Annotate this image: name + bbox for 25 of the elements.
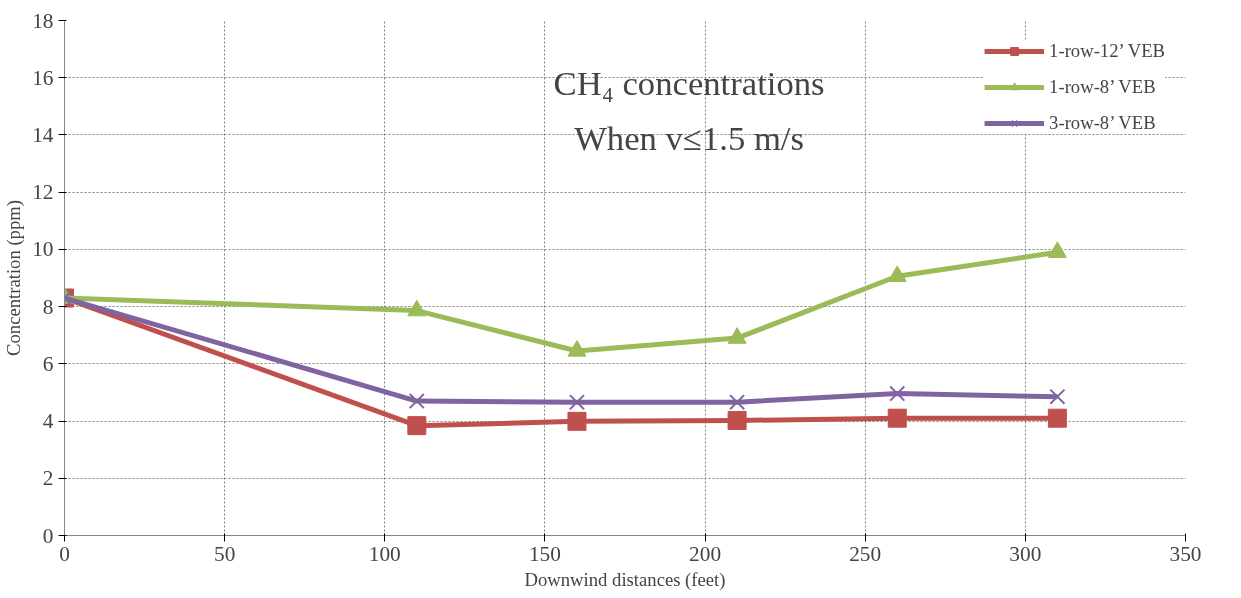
y-tick-label: 18: [32, 8, 54, 33]
x-tick-label: 50: [213, 541, 236, 566]
x-tick-label: 0: [59, 541, 70, 566]
x-tick-label: 300: [1009, 541, 1042, 566]
x-tick-label: 200: [689, 541, 722, 566]
y-tick-label: 14: [32, 122, 54, 147]
legend-label: 1-row-12’ VEB: [1049, 40, 1165, 62]
y-tick-label: 0: [42, 523, 54, 548]
y-tick-label: 6: [42, 351, 54, 376]
legend-label: 3-row-8’ VEB: [1049, 112, 1156, 134]
y-tick-label: 12: [32, 180, 54, 205]
y-tick-label: 2: [42, 466, 54, 491]
y-tick-label: 4: [42, 409, 54, 434]
legend-label: 1-row-8’ VEB: [1049, 76, 1156, 98]
text: When v≤1.5 m/s: [574, 118, 804, 157]
y-tick-label: 8: [42, 294, 54, 319]
y-tick-label: 10: [32, 237, 54, 262]
x-tick-label: 100: [368, 541, 401, 566]
y-tick-label: 16: [32, 65, 54, 90]
y-axis-title: Concentration (ppm): [3, 200, 26, 356]
x-tick-label: 350: [1169, 541, 1202, 566]
x-axis-title: Downwind distances (feet): [524, 568, 726, 591]
text: CH₄ concentrations: [553, 64, 825, 103]
x-tick-label: 150: [528, 541, 561, 566]
x-tick-label: 250: [849, 541, 882, 566]
